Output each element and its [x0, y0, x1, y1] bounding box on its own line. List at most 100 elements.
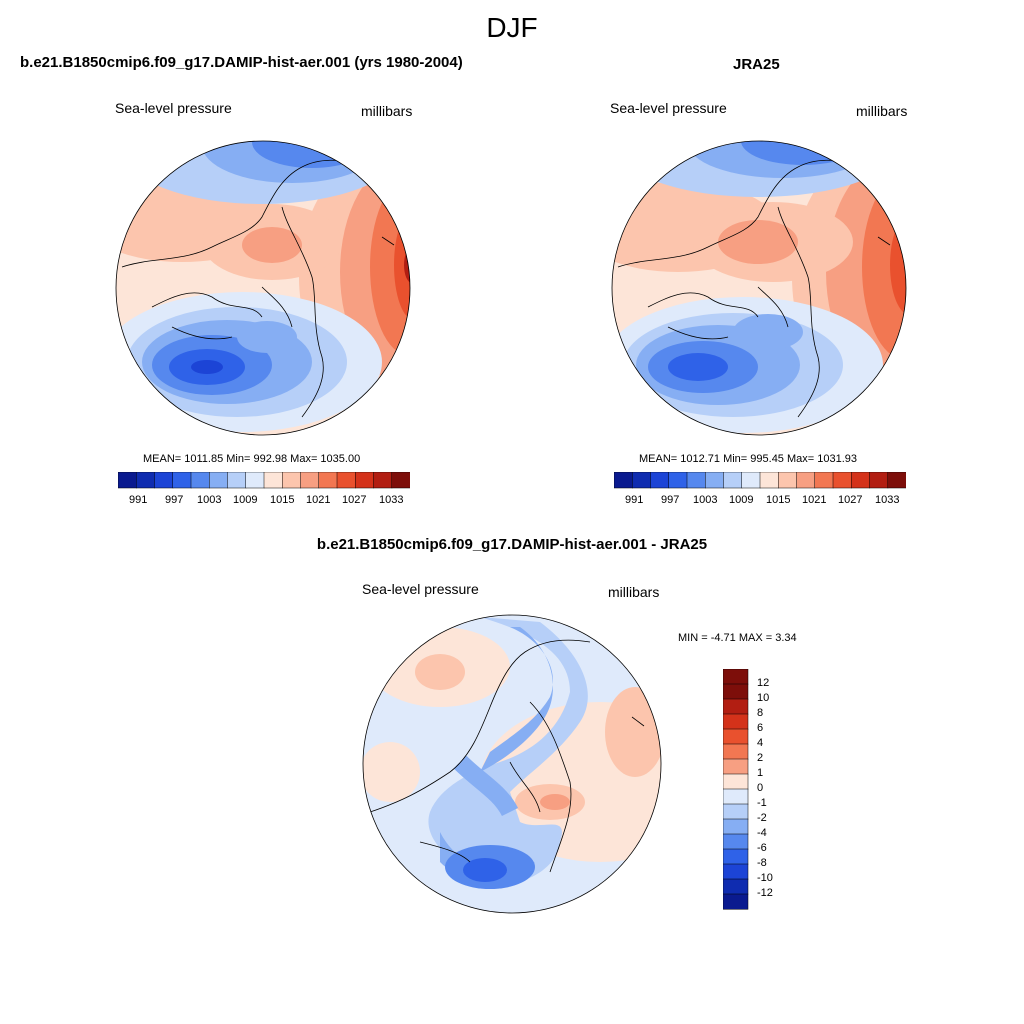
- diff-cb-label: -10: [757, 872, 773, 884]
- diff-cb-label: 10: [757, 692, 770, 704]
- obs-cb-label: 1015: [766, 494, 791, 506]
- model-cb-label: 1015: [270, 494, 295, 506]
- colorbar-swatch: [154, 472, 174, 489]
- diff-cb-label: 4: [757, 737, 764, 749]
- diff-cb-label: -6: [757, 842, 767, 854]
- colorbar-swatch: [723, 848, 749, 865]
- model-cb-label: 1027: [342, 494, 367, 506]
- colorbar-swatch: [668, 472, 688, 489]
- model-cb-label: 991: [129, 494, 148, 506]
- colorbar-swatch: [759, 472, 779, 489]
- model-colorbar-labels: 991 997 1003 1009 1015 1021 1027 1033: [118, 494, 410, 508]
- colorbar-swatch: [190, 472, 210, 489]
- diff-colorbar: [723, 669, 749, 910]
- colorbar-swatch: [723, 893, 749, 910]
- model-cb-label: 1003: [197, 494, 222, 506]
- diff-cb-label: -12: [757, 887, 773, 899]
- colorbar-swatch: [778, 472, 798, 489]
- obs-stats: MEAN= 1012.71 Min= 995.45 Max= 1031.93: [639, 453, 858, 465]
- colorbar-swatch: [723, 713, 749, 730]
- colorbar-swatch: [355, 472, 375, 489]
- colorbar-swatch: [887, 472, 906, 489]
- obs-cb-label: 1009: [729, 494, 754, 506]
- colorbar-swatch: [723, 833, 749, 850]
- colorbar-swatch: [336, 472, 356, 489]
- diff-colorbar-labels: 12 10 8 6 4 2 1 0 -1 -2 -4 -6 -8 -10 -12: [757, 677, 797, 907]
- obs-cb-label: 1021: [802, 494, 827, 506]
- figure-title: DJF: [486, 12, 538, 43]
- diff-cb-label: 0: [757, 782, 764, 794]
- obs-variable-label: Sea-level pressure: [610, 100, 727, 116]
- obs-units-label: millibars: [856, 103, 908, 119]
- colorbar-swatch: [796, 472, 816, 489]
- colorbar-swatch: [136, 472, 156, 489]
- diff-cb-label: -4: [757, 827, 767, 839]
- obs-cb-label: 997: [661, 494, 680, 506]
- diff-variable-label: Sea-level pressure: [362, 581, 479, 597]
- colorbar-swatch: [209, 472, 229, 489]
- colorbar-swatch: [650, 472, 670, 489]
- colorbar-swatch: [851, 472, 871, 489]
- colorbar-swatch: [245, 472, 265, 489]
- model-cb-label: 997: [165, 494, 184, 506]
- obs-cb-label: 1003: [693, 494, 718, 506]
- obs-cb-label: 1027: [838, 494, 863, 506]
- obs-cb-label: 1033: [875, 494, 900, 506]
- diff-cb-label: 12: [757, 677, 770, 689]
- diff-cb-label: 6: [757, 722, 764, 734]
- diff-cb-label: -8: [757, 857, 767, 869]
- colorbar-swatch: [118, 472, 137, 489]
- colorbar-swatch: [263, 472, 283, 489]
- colorbar-swatch: [723, 863, 749, 880]
- model-units-label: millibars: [361, 103, 413, 119]
- diff-stats: MIN = -4.71 MAX = 3.34: [678, 632, 797, 644]
- colorbar-swatch: [300, 472, 320, 489]
- obs-colorbar: [614, 472, 906, 489]
- colorbar-swatch: [723, 743, 749, 760]
- diff-panel-title: b.e21.B1850cmip6.f09_g17.DAMIP-hist-aer.…: [316, 536, 708, 553]
- diff-cb-label: 2: [757, 752, 764, 764]
- model-colorbar: [118, 472, 410, 489]
- diff-cb-label: 1: [757, 767, 764, 779]
- colorbar-swatch: [832, 472, 852, 489]
- colorbar-swatch: [723, 878, 749, 895]
- colorbar-swatch: [705, 472, 725, 489]
- colorbar-swatch: [614, 472, 633, 489]
- colorbar-swatch: [686, 472, 706, 489]
- model-panel-title: b.e21.B1850cmip6.f09_g17.DAMIP-hist-aer.…: [20, 54, 463, 71]
- colorbar-swatch: [723, 698, 749, 715]
- colorbar-swatch: [814, 472, 834, 489]
- colorbar-swatch: [723, 728, 749, 745]
- model-cb-label: 1009: [233, 494, 258, 506]
- diff-polar-map: [362, 614, 662, 914]
- colorbar-swatch: [632, 472, 652, 489]
- obs-polar-map: [611, 140, 907, 436]
- diff-cb-label: -2: [757, 812, 767, 824]
- obs-panel-title: JRA25: [733, 56, 780, 73]
- model-variable-label: Sea-level pressure: [115, 100, 232, 116]
- colorbar-swatch: [723, 773, 749, 790]
- diff-cb-label: 8: [757, 707, 764, 719]
- model-cb-label: 1021: [306, 494, 331, 506]
- diff-cb-label: -1: [757, 797, 767, 809]
- colorbar-swatch: [282, 472, 302, 489]
- colorbar-swatch: [723, 758, 749, 775]
- colorbar-swatch: [723, 472, 743, 489]
- colorbar-swatch: [869, 472, 889, 489]
- obs-colorbar-labels: 991 997 1003 1009 1015 1021 1027 1033: [614, 494, 906, 508]
- colorbar-swatch: [373, 472, 393, 489]
- colorbar-swatch: [723, 669, 749, 685]
- colorbar-swatch: [723, 818, 749, 835]
- model-stats: MEAN= 1011.85 Min= 992.98 Max= 1035.00: [143, 453, 361, 465]
- colorbar-swatch: [723, 683, 749, 700]
- obs-cb-label: 991: [625, 494, 644, 506]
- colorbar-swatch: [391, 472, 410, 489]
- model-polar-map: [115, 140, 411, 436]
- colorbar-swatch: [227, 472, 247, 489]
- model-cb-label: 1033: [379, 494, 404, 506]
- colorbar-swatch: [172, 472, 192, 489]
- colorbar-swatch: [741, 472, 761, 489]
- colorbar-swatch: [723, 803, 749, 820]
- colorbar-swatch: [723, 788, 749, 805]
- colorbar-swatch: [318, 472, 338, 489]
